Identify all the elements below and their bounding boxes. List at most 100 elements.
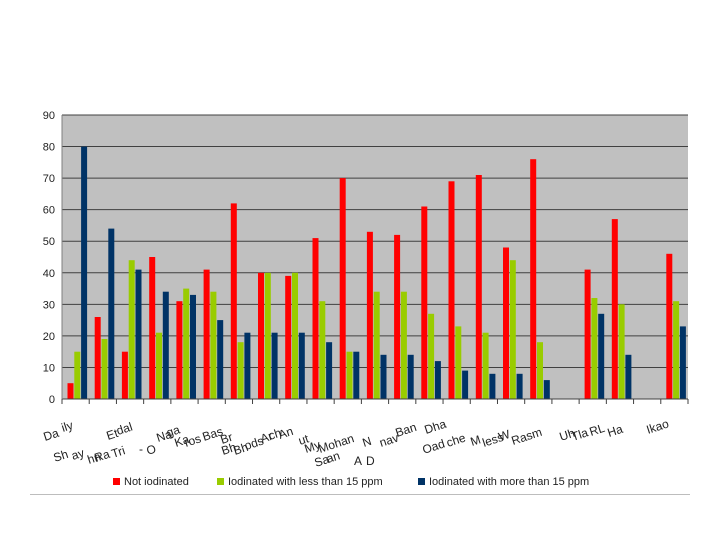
legend-swatch [113, 478, 120, 485]
x-category-label: ods [243, 434, 266, 453]
x-category-label: Sh [52, 447, 70, 465]
x-category-label: ros [183, 431, 203, 449]
x-category-label: Br [219, 430, 235, 447]
x-category-label: ch [267, 426, 283, 443]
bar [407, 354, 414, 399]
x-category-label: M [469, 432, 483, 448]
y-tick-label: 90 [43, 110, 55, 122]
x-category-label: Tri [110, 443, 127, 461]
legend-swatch [217, 478, 224, 485]
x-category-label: ga [165, 422, 182, 440]
bar [591, 298, 598, 399]
bar [101, 339, 108, 399]
bar [74, 351, 81, 399]
bar [190, 294, 196, 399]
bar [625, 354, 632, 399]
bar [258, 272, 264, 399]
x-category-label: Bh [220, 440, 238, 458]
x-category-label: Et [105, 426, 121, 443]
bar [509, 260, 516, 399]
bar [162, 291, 169, 399]
x-category-label: an [325, 448, 342, 465]
bar [673, 301, 680, 399]
bar [434, 361, 441, 399]
bar [264, 272, 271, 399]
footer-divider [30, 494, 690, 495]
legend-label: Iodinated with less than 15 ppm [228, 476, 383, 488]
bar [503, 247, 509, 399]
bar [353, 351, 360, 399]
bar [482, 332, 489, 399]
bar [584, 269, 591, 399]
legend-label: Not iodinated [124, 476, 189, 488]
x-category-label: Ra [93, 447, 112, 465]
bar [81, 146, 88, 399]
bar [489, 373, 496, 399]
y-axis-ticks: 0 10 20 30 40 50 60 70 80 90 [43, 110, 55, 406]
x-category-label: Ar [259, 429, 275, 446]
bar [530, 159, 537, 399]
bar [298, 332, 305, 399]
legend-label: Iodinated with more than 15 ppm [429, 476, 589, 488]
x-category-label: che [445, 430, 468, 449]
bar [394, 234, 401, 399]
bar [326, 342, 333, 399]
x-category-label: Bh [232, 440, 250, 458]
bar [611, 219, 618, 399]
y-tick-label: 60 [43, 205, 55, 217]
bars [67, 146, 686, 399]
x-category-label: hn [86, 449, 103, 466]
x-category-label: Oad [421, 437, 447, 457]
bar [373, 291, 380, 399]
bar [516, 373, 523, 399]
bar [455, 326, 462, 399]
x-category-label: Tla [570, 425, 590, 444]
legend: Not iodinated Iodinated with less than 15… [113, 476, 589, 488]
bar [67, 383, 74, 399]
bar [121, 351, 128, 399]
x-category-label: Da [42, 426, 61, 444]
x-category-label: Ban [394, 420, 419, 440]
y-tick-label: 30 [43, 299, 55, 311]
bar [543, 380, 550, 399]
bar [319, 301, 326, 399]
y-tick-label: 40 [43, 268, 55, 280]
bar [618, 304, 625, 399]
x-category-label: ay [70, 446, 86, 463]
x-axis [61, 115, 689, 404]
bar [135, 269, 142, 399]
bar [475, 175, 482, 399]
bar [156, 332, 162, 399]
y-tick-label: 70 [43, 173, 55, 185]
bar [339, 178, 346, 399]
bar [149, 257, 156, 399]
bar [285, 275, 292, 399]
bar [108, 228, 115, 399]
x-category-label: My [303, 438, 323, 456]
bar [203, 269, 210, 399]
bar [380, 354, 387, 399]
bar [537, 342, 543, 399]
x-category-label: Ikao [645, 416, 671, 436]
x-category-label: Sa [313, 452, 332, 470]
bar [230, 203, 237, 399]
x-category-label: Ka [173, 432, 192, 450]
x-category-label: dal [115, 420, 135, 438]
bar [176, 301, 183, 399]
x-category-label: A [354, 454, 362, 468]
bar [346, 351, 353, 399]
bar [312, 238, 319, 399]
bar [598, 313, 605, 399]
y-tick-label: 20 [43, 331, 55, 343]
x-category-label: less [481, 430, 506, 450]
x-category-label: W [497, 427, 513, 444]
x-category-label: - [139, 442, 143, 456]
x-category-label: Ha [606, 422, 625, 440]
x-category-label: Dha [423, 417, 449, 437]
bar [462, 370, 469, 399]
bar [679, 326, 686, 399]
x-category-label: O [145, 442, 158, 458]
x-category-label: Uh [558, 426, 577, 444]
